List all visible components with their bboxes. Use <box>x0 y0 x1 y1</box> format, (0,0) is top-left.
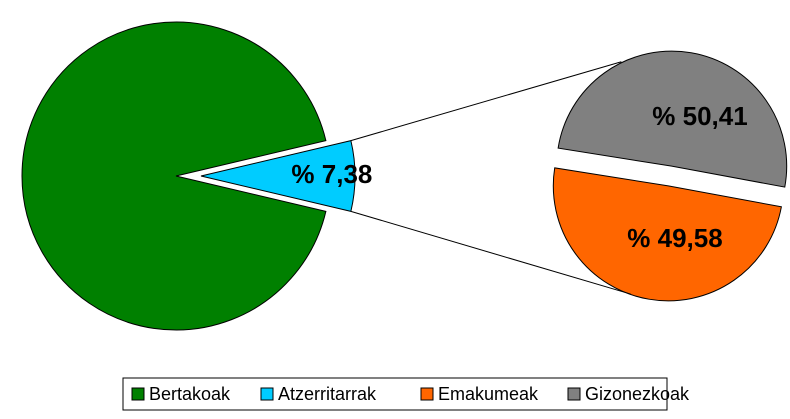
pie-slice <box>200 140 356 212</box>
legend-swatch <box>567 387 581 401</box>
data-label: % 49,58 <box>627 223 722 253</box>
subpie-slice <box>552 167 782 302</box>
data-label: % 7,38 <box>291 159 372 189</box>
data-label: % 50,41 <box>652 101 747 131</box>
pie-slice <box>21 21 327 331</box>
subpie-slice <box>557 50 788 188</box>
legend-swatch <box>420 387 434 401</box>
legend-label: Atzerritarrak <box>278 384 377 404</box>
legend-label: Gizonezkoak <box>585 384 690 404</box>
legend-swatch <box>131 387 145 401</box>
legend-label: Bertakoak <box>149 384 231 404</box>
legend-label: Emakumeak <box>438 384 539 404</box>
connector <box>350 210 631 295</box>
connector <box>350 61 622 142</box>
legend-swatch <box>260 387 274 401</box>
